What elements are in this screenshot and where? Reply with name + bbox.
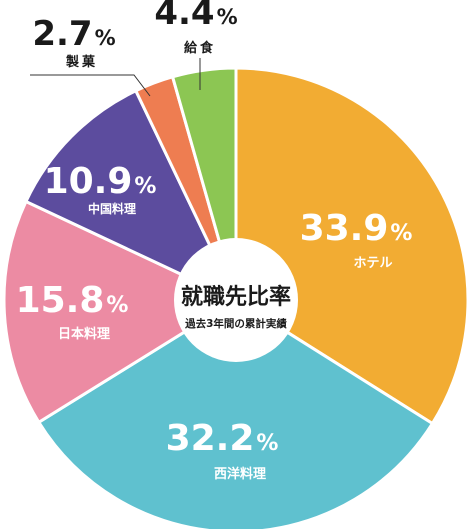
leader-lines bbox=[30, 58, 201, 97]
data-label-value-4: 10.9% bbox=[44, 161, 157, 202]
slices-layer bbox=[2, 66, 467, 529]
center-subtitle: 過去3年間の累計実績 bbox=[184, 317, 287, 330]
center-title: 就職先比率 bbox=[181, 284, 291, 310]
slice-2 bbox=[37, 298, 434, 529]
data-label-category-4: 中国料理 bbox=[88, 201, 136, 216]
slice-4 bbox=[24, 89, 238, 302]
data-label-category-6: 給食 bbox=[184, 40, 216, 56]
center-hole bbox=[174, 238, 298, 362]
data-label-category-3: 日本料理 bbox=[58, 326, 110, 342]
data-label-category-2: 西洋料理 bbox=[214, 466, 266, 482]
data-label-value-3: 15.8% bbox=[16, 280, 129, 321]
data-label-value-6: 4.4% bbox=[154, 0, 237, 33]
labels-layer: 33.9% ホテル 32.2% 西洋料理 15.8% 日本料理 10.9%中国料理 2.7%製… bbox=[16, 0, 413, 482]
data-label-value-2: 32.2% bbox=[166, 418, 279, 459]
data-label-category-1: ホテル bbox=[353, 256, 392, 271]
slice-3 bbox=[2, 199, 238, 424]
data-label-value-5: 2.7% bbox=[32, 14, 115, 54]
leader-line-seika bbox=[30, 74, 151, 97]
data-label-value-1: 33.9% bbox=[300, 208, 413, 249]
data-label-category-5: 製菓 bbox=[65, 54, 98, 70]
